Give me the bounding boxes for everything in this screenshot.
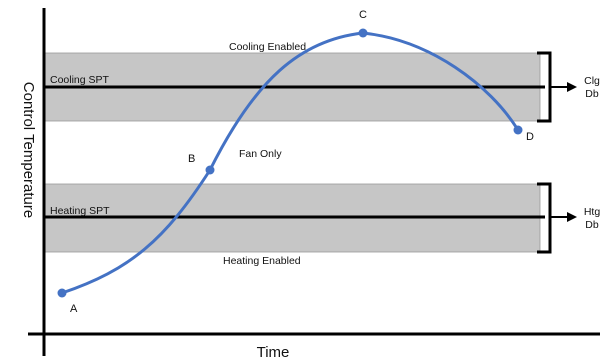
heating-setpoint-label: Heating SPT — [50, 205, 110, 217]
cooling-deadband-label-line1: Clg — [584, 75, 600, 87]
point-a-marker — [57, 288, 67, 298]
point-a-label: A — [70, 303, 78, 315]
point-c-marker — [358, 28, 368, 38]
heating-enabled-label: Heating Enabled — [223, 255, 301, 267]
heating-deadband-label-line1: Htg — [584, 206, 601, 218]
point-d-marker — [513, 125, 523, 135]
cooling-deadband-label-line2: Db — [585, 88, 599, 100]
y-axis-label: Control Temperature — [20, 82, 37, 218]
point-b-label: B — [188, 153, 195, 165]
cooling-setpoint-label: Cooling SPT — [50, 74, 110, 86]
point-c-label: C — [359, 9, 367, 21]
x-axis-label: Time — [257, 344, 290, 361]
fan-only-label: Fan Only — [239, 148, 282, 160]
temperature-curve — [61, 31, 520, 295]
point-b-marker — [205, 165, 215, 175]
point-d-label: D — [526, 131, 534, 143]
heating-deadband-label-line2: Db — [585, 219, 599, 231]
cooling-enabled-label: Cooling Enabled — [229, 41, 306, 53]
